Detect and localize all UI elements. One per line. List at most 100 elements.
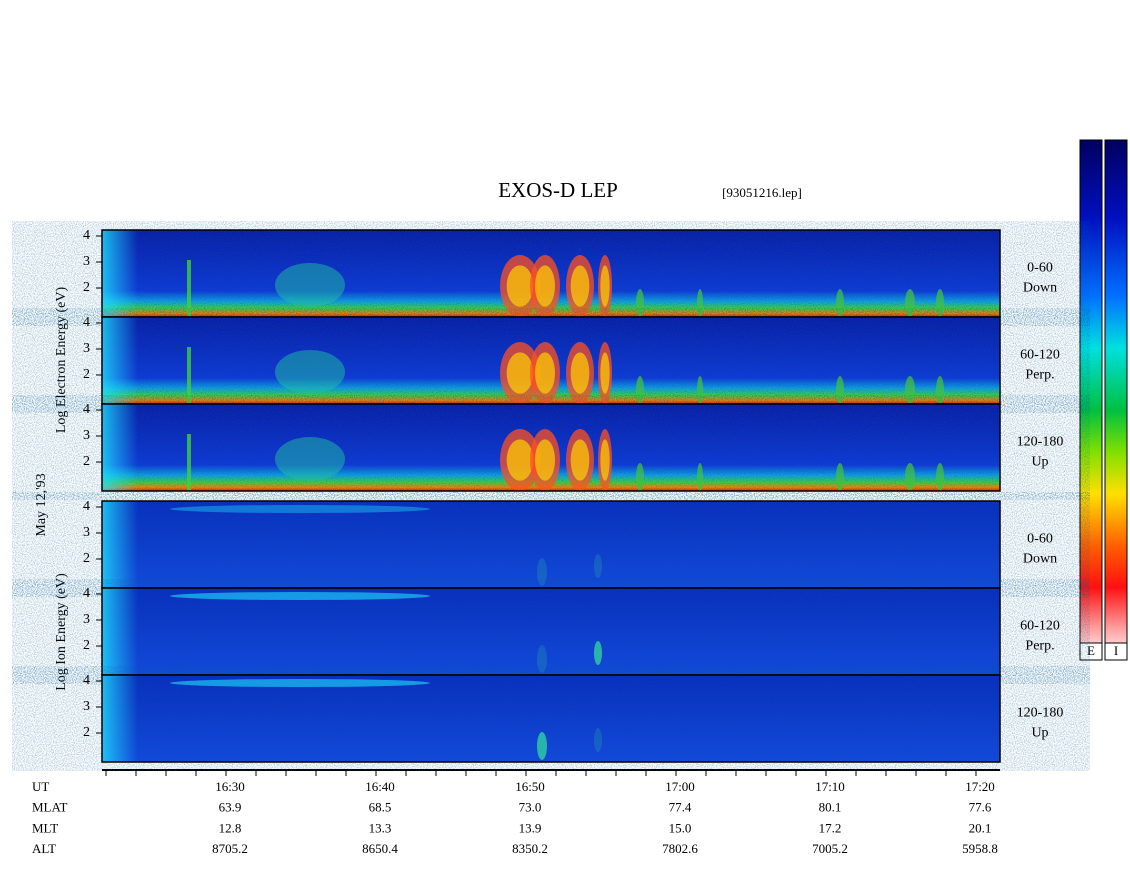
intensity-patch xyxy=(600,265,610,307)
y-tick-label: 2 xyxy=(83,454,90,469)
y-tick-label: 2 xyxy=(83,725,90,740)
row-value: 15.0 xyxy=(669,820,692,835)
row-value: 13.9 xyxy=(519,820,542,835)
panel-range: 120-180 xyxy=(1017,435,1064,450)
row-value: 12.8 xyxy=(219,820,242,835)
intensity-patch xyxy=(594,641,602,665)
intensity-patch xyxy=(535,352,555,394)
row-value: 20.1 xyxy=(969,820,992,835)
row-value: 68.5 xyxy=(369,800,392,815)
y-tick-label: 3 xyxy=(83,525,90,540)
electron-axis-label: Log Electron Energy (eV) xyxy=(54,287,69,434)
intensity-patch xyxy=(537,558,547,586)
row-value: 8705.2 xyxy=(212,841,248,856)
intensity-patch xyxy=(506,439,534,481)
y-tick-label: 3 xyxy=(83,254,90,269)
panel-direction: Down xyxy=(1023,281,1057,296)
intensity-patch xyxy=(506,265,534,307)
row-value: 80.1 xyxy=(819,800,842,815)
y-tick-label: 3 xyxy=(83,612,90,627)
y-tick-label: 4 xyxy=(83,228,90,243)
y-tick-label: 3 xyxy=(83,699,90,714)
file-name: [93051216.lep] xyxy=(722,185,802,200)
intensity-patch xyxy=(170,679,430,687)
intensity-patch xyxy=(836,463,844,491)
intensity-patch xyxy=(936,463,944,491)
intensity-patch xyxy=(570,439,590,481)
intensity-patch xyxy=(697,376,703,404)
intensity-patch xyxy=(535,265,555,307)
intensity-patch xyxy=(537,645,547,673)
row-name: MLT xyxy=(32,820,58,835)
panel-direction: Up xyxy=(1031,455,1048,470)
intensity-patch xyxy=(600,352,610,394)
intensity-patch xyxy=(636,376,644,404)
intensity-patch xyxy=(836,376,844,404)
intensity-patch xyxy=(275,350,345,394)
y-tick-label: 4 xyxy=(83,499,90,514)
y-tick-label: 4 xyxy=(83,673,90,688)
title: EXOS-D LEP xyxy=(498,178,618,202)
row-value: 63.9 xyxy=(219,800,242,815)
spectrogram-edge xyxy=(102,588,1000,675)
colorbar-label: I xyxy=(1114,643,1118,658)
panel-range: 60-120 xyxy=(1020,619,1060,634)
panel-direction: Perp. xyxy=(1025,639,1054,654)
y-tick-label: 2 xyxy=(83,367,90,382)
y-tick-label: 4 xyxy=(83,402,90,417)
panel-frame xyxy=(101,403,1001,492)
colorbar xyxy=(1079,139,1103,661)
y-tick-label: 2 xyxy=(83,638,90,653)
intensity-patch xyxy=(506,352,534,394)
intensity-patch xyxy=(936,289,944,317)
intensity-patch xyxy=(537,732,547,760)
intensity-patch xyxy=(905,289,915,317)
intensity-patch xyxy=(187,434,191,491)
intensity-patch xyxy=(275,263,345,307)
row-value: 77.6 xyxy=(969,800,992,815)
intensity-patch xyxy=(187,260,191,317)
panel-direction: Perp. xyxy=(1025,368,1054,383)
intensity-patch xyxy=(697,463,703,491)
panel-direction: Up xyxy=(1031,726,1048,741)
intensity-patch xyxy=(170,592,430,600)
intensity-patch xyxy=(535,439,555,481)
panel-frame xyxy=(101,674,1001,763)
colorbar-box xyxy=(1079,642,1103,661)
row-value: 16:50 xyxy=(515,779,545,794)
row-name: ALT xyxy=(32,841,56,856)
colorbar-box xyxy=(1104,642,1128,661)
row-value: 13.3 xyxy=(369,820,392,835)
ion-axis-label: Log Ion Energy (eV) xyxy=(54,573,69,691)
intensity-patch xyxy=(170,505,430,513)
panel-range: 0-60 xyxy=(1027,261,1053,276)
row-value: 73.0 xyxy=(519,800,542,815)
row-value: 8350.2 xyxy=(512,841,548,856)
intensity-patch xyxy=(600,439,610,481)
panel-range: 0-60 xyxy=(1027,532,1053,547)
panel-direction: Down xyxy=(1023,552,1057,567)
row-value: 17:20 xyxy=(965,779,995,794)
intensity-patch xyxy=(275,437,345,481)
intensity-patch xyxy=(570,265,590,307)
panel-range: 60-120 xyxy=(1020,348,1060,363)
row-value: 17:10 xyxy=(815,779,845,794)
row-value: 7005.2 xyxy=(812,841,848,856)
row-name: MLAT xyxy=(32,800,67,815)
intensity-patch xyxy=(594,728,602,752)
colorbar-label: E xyxy=(1087,643,1095,658)
intensity-patch xyxy=(570,352,590,394)
y-tick-label: 2 xyxy=(83,280,90,295)
date: May 12,'93 xyxy=(34,473,49,536)
intensity-patch xyxy=(594,554,602,578)
y-tick-label: 2 xyxy=(83,551,90,566)
y-tick-label: 4 xyxy=(83,586,90,601)
row-value: 17:00 xyxy=(665,779,695,794)
row-value: 16:30 xyxy=(215,779,245,794)
row-value: 7802.6 xyxy=(662,841,698,856)
intensity-patch xyxy=(836,289,844,317)
row-name: UT xyxy=(32,779,49,794)
y-tick-label: 3 xyxy=(83,428,90,443)
colorbar xyxy=(1104,139,1128,661)
